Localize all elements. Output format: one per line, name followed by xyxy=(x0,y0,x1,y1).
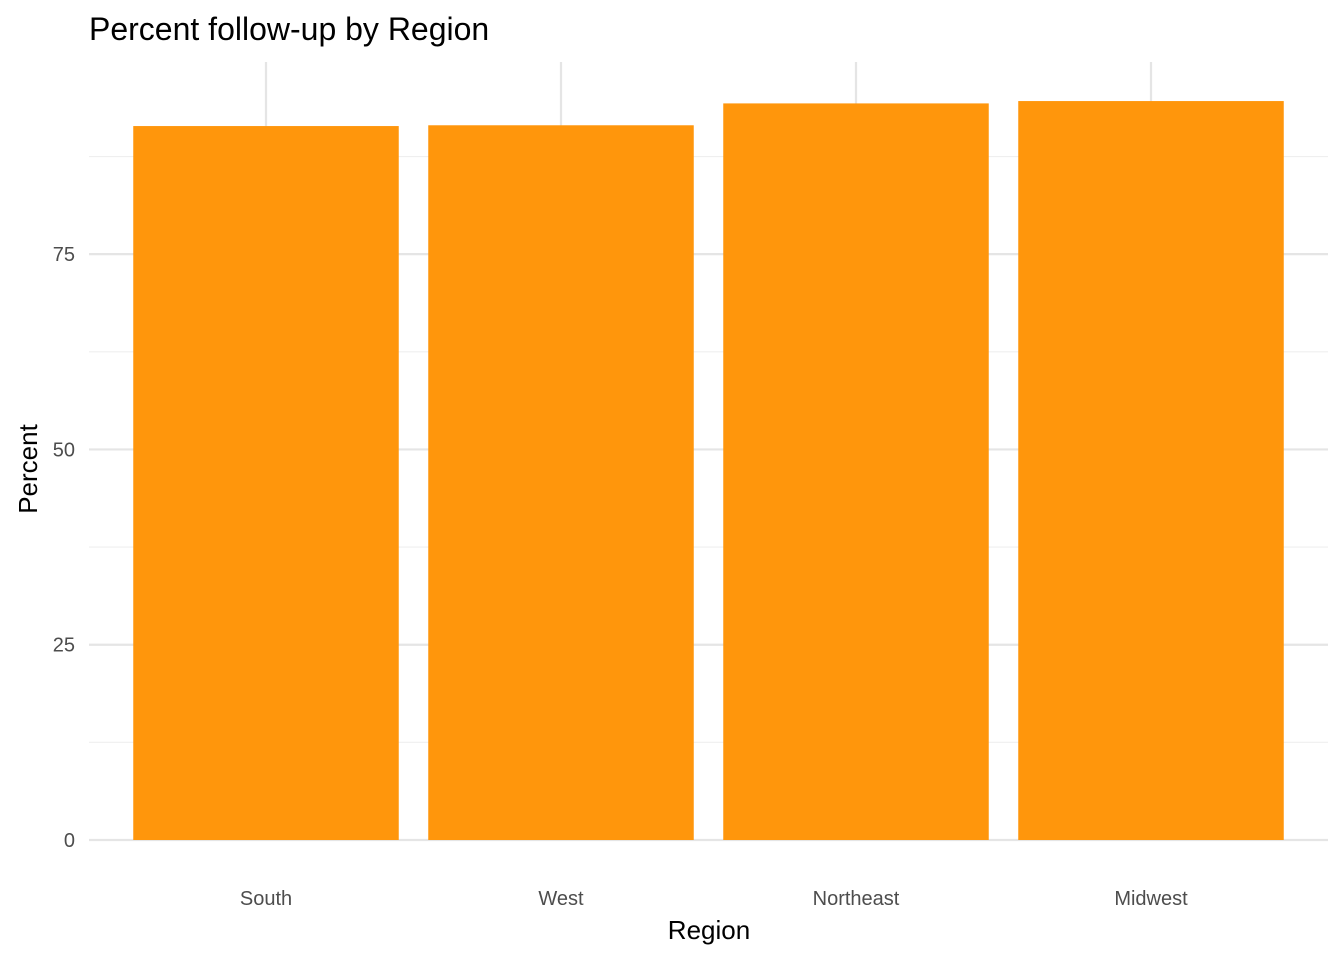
y-axis-title: Percent xyxy=(13,423,43,513)
y-tick-label: 0 xyxy=(64,830,75,852)
x-tick-label: Northeast xyxy=(813,888,900,910)
x-tick-label: South xyxy=(240,888,292,910)
bar-midwest xyxy=(1018,101,1284,841)
x-tick-label: Midwest xyxy=(1114,888,1188,910)
y-tick-label: 50 xyxy=(53,439,75,461)
bar-west xyxy=(428,125,694,840)
x-axis-ticks: South West Northeast Midwest xyxy=(240,888,1188,910)
chart-title: Percent follow-up by Region xyxy=(89,11,489,47)
bars xyxy=(133,101,1284,841)
bar-northeast xyxy=(723,103,989,840)
y-tick-label: 25 xyxy=(53,635,75,657)
y-tick-label: 75 xyxy=(53,244,75,266)
bar-south xyxy=(133,126,399,841)
x-tick-label: West xyxy=(538,888,584,910)
y-axis-ticks: 0 25 50 75 xyxy=(53,244,75,852)
x-axis-title: Region xyxy=(668,915,750,945)
